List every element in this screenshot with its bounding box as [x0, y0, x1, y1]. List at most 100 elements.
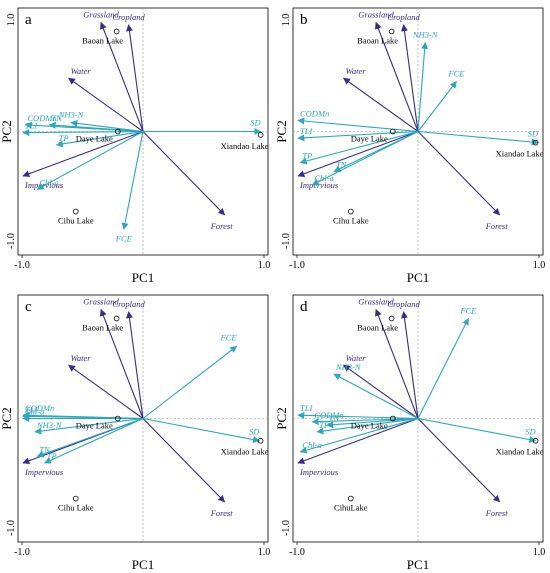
site-point-cihulake: [348, 495, 354, 502]
vector-label-tli: TLI: [25, 121, 38, 131]
vector-label-tn: TN: [51, 113, 63, 123]
x-axis-label: PC1: [407, 557, 429, 572]
vector-fce: [417, 80, 457, 132]
vector-grassland: [100, 21, 144, 132]
vector-label-tn: TN: [336, 160, 348, 170]
vector-grassland: [375, 21, 419, 132]
site-point-cihu-lake: [348, 208, 354, 215]
vector-label-tli: TLI: [25, 404, 38, 414]
y-tick-label: 1.0: [6, 14, 17, 27]
vector-nh3-n: [417, 41, 429, 132]
x-tick-label: -1.0: [289, 547, 305, 558]
site-label-cihu-lake: Cihu Lake: [58, 503, 94, 513]
panel-label: d: [300, 299, 308, 315]
vector-label-chl-a: Chl-a: [25, 407, 44, 417]
vector-tn: [326, 417, 419, 429]
vector-cropland: [400, 24, 419, 132]
site-point-baoan-lake: [113, 28, 120, 35]
site-label-baoan-lake: Baoan Lake: [357, 35, 398, 45]
vector-label-water: Water: [71, 353, 92, 363]
vector-label-codmn: CODMn: [300, 108, 329, 118]
vector-impervious: [297, 417, 419, 465]
site-point-xiandao-lake: [532, 437, 539, 444]
vector-label-nh3-n: NH3-N: [36, 420, 63, 430]
site-label-daye-lake: Daye Lake: [76, 421, 113, 431]
vector-tp: [299, 130, 419, 165]
vector-label-sd: SD: [528, 129, 539, 139]
vector-label-impervious: Impervious: [24, 467, 64, 477]
vector-impervious: [297, 130, 419, 178]
vector-chl-a: [299, 417, 419, 454]
vector-chl-a: [311, 131, 419, 186]
panel-label: a: [25, 12, 32, 28]
x-tick-label: 1.0: [258, 547, 271, 558]
vector-label-water: Water: [346, 353, 367, 363]
vector-label-impervious: Impervious: [299, 467, 339, 477]
vector-fce: [121, 131, 144, 230]
vector-label-chl-a: Chl-a: [39, 177, 58, 187]
vector-label-nh3-n: NH3-N: [58, 110, 85, 120]
vector-water: [343, 364, 419, 419]
vector-label-grassland: Grassland: [83, 297, 119, 307]
vector-tp: [316, 417, 419, 435]
vector-label-tli: TLI: [300, 126, 313, 136]
vector-label-fce: FCE: [115, 233, 133, 243]
vector-tn: [36, 417, 144, 458]
vector-label-fce: FCE: [459, 305, 477, 315]
vector-label-cropland: Cropland: [387, 12, 420, 22]
y-tick-label: -1.0: [281, 520, 292, 536]
vector-label-codmn: CODMn: [27, 113, 56, 123]
site-label-xiandao-lake: Xiandao Lake: [221, 141, 269, 151]
vector-label-cropland: Cropland: [387, 299, 420, 309]
vector-codmn: [297, 117, 419, 133]
vector-label-cropland: Cropland: [112, 299, 145, 309]
vector-label-chl-a: Chl-a: [314, 173, 333, 183]
site-label-xiandao-lake: Xiandao Lake: [496, 447, 544, 457]
vector-label-grassland: Grassland: [358, 297, 394, 307]
site-label-cihu-lake: Cihu Lake: [333, 216, 369, 226]
vector-nh3-n: [34, 417, 144, 435]
x-tick-label: 1.0: [258, 260, 271, 271]
vector-tp: [43, 417, 144, 464]
vector-tli: [297, 130, 419, 142]
vector-label-fce: FCE: [220, 332, 238, 342]
site-point-xiandao-lake: [257, 132, 264, 138]
site-point-xiandao-lake: [532, 139, 539, 146]
vector-label-tn: TN: [329, 413, 341, 423]
vector-cropland: [400, 311, 419, 419]
panel-label: b: [300, 12, 308, 28]
vector-cropland: [125, 311, 144, 419]
vector-tp: [55, 130, 144, 148]
site-point-xiandao-lake: [257, 437, 264, 444]
vector-label-tn: TN: [39, 444, 51, 454]
vector-label-grassland: Grassland: [358, 10, 394, 20]
x-axis-label: PC1: [407, 270, 429, 285]
site-point-daye-lake: [390, 128, 396, 135]
site-point-daye-lake: [115, 128, 121, 135]
vector-label-water: Water: [346, 66, 367, 76]
vector-label-forest: Forest: [485, 221, 509, 231]
site-point-daye-lake: [115, 415, 121, 422]
site-label-daye-lake: Daye Lake: [351, 421, 388, 431]
vector-label-tp: TP: [302, 151, 312, 161]
y-tick-label: -1.0: [281, 233, 292, 249]
vector-label-codmn: CODMn: [314, 410, 343, 420]
site-label-baoan-lake: Baoan Lake: [82, 35, 123, 45]
vector-label-tp: TP: [47, 451, 57, 461]
y-axis-label: PC2: [275, 120, 289, 142]
site-point-daye-lake: [390, 415, 396, 422]
y-axis-label: PC2: [0, 120, 14, 142]
vector-forest: [417, 131, 501, 216]
vector-label-fce: FCE: [447, 68, 465, 78]
vector-cropland: [125, 24, 144, 132]
vector-sd: [142, 417, 261, 443]
vector-tli: [22, 129, 144, 137]
vector-forest: [142, 418, 226, 503]
x-axis-label: PC1: [132, 270, 154, 285]
x-tick-label: -1.0: [14, 260, 30, 271]
